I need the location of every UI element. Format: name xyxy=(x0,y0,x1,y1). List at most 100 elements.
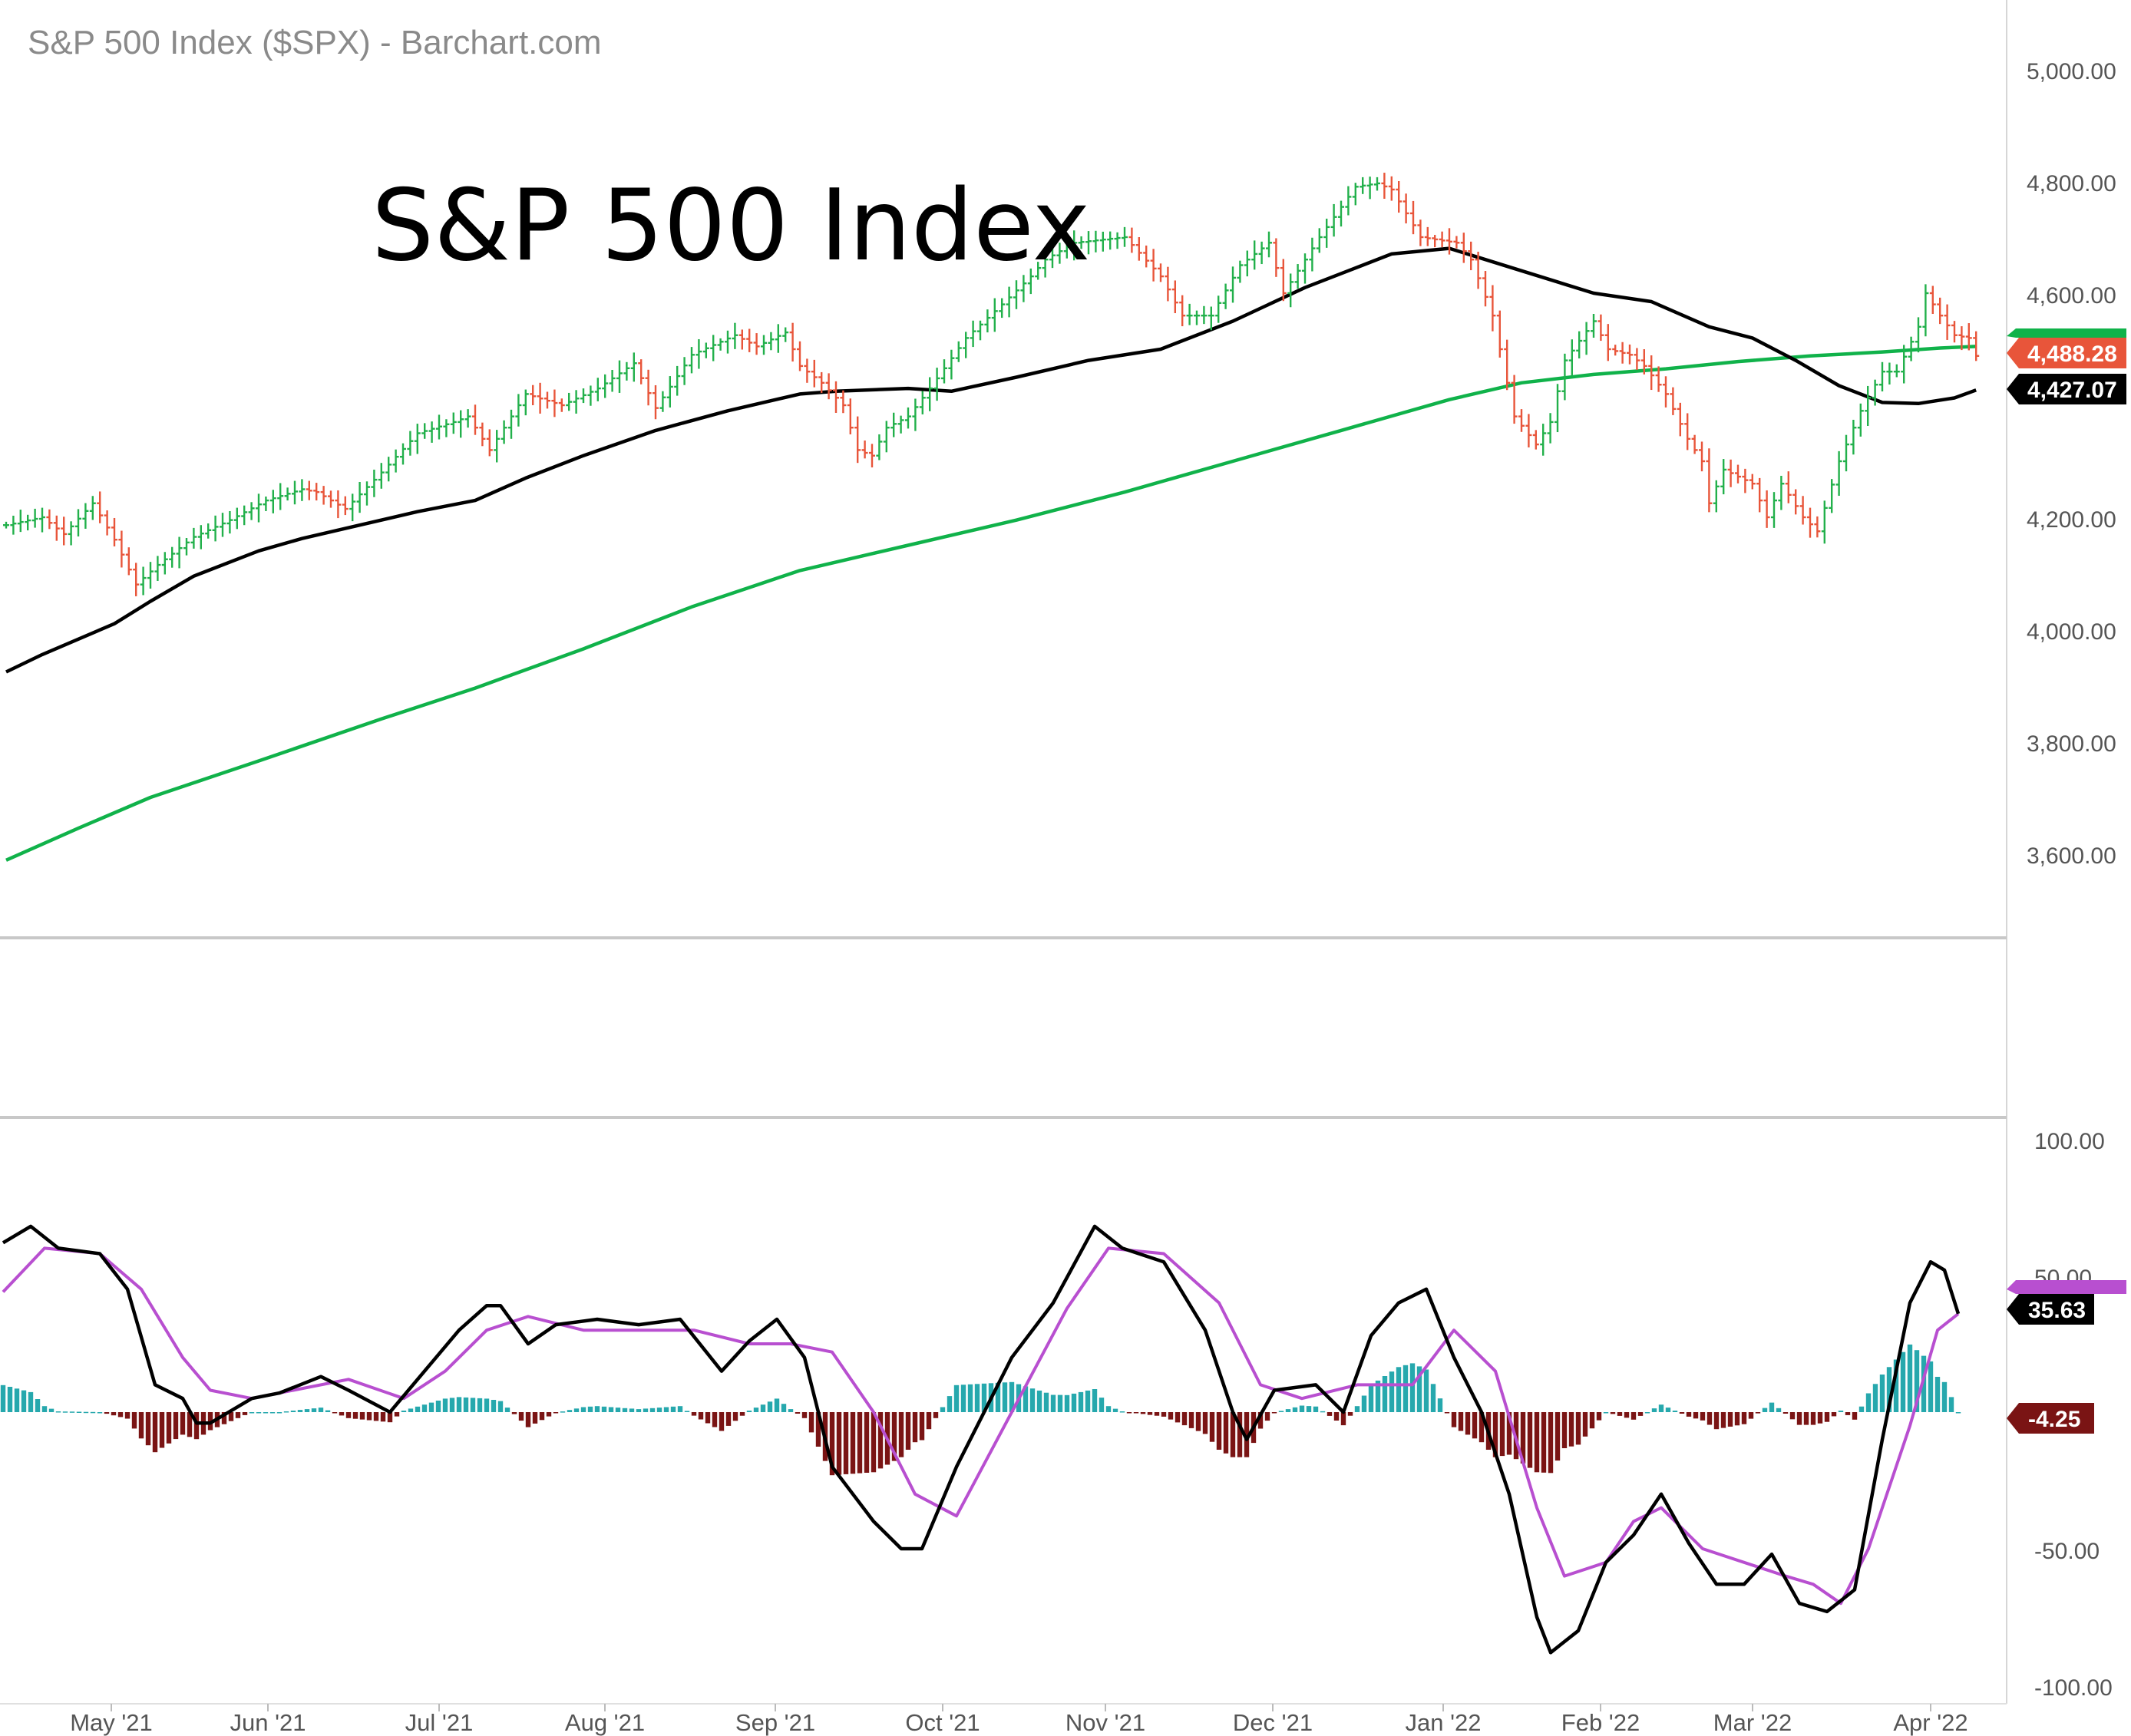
ohlc-bar xyxy=(1171,280,1178,314)
ohlc-bar xyxy=(313,483,320,501)
ohlc-bar xyxy=(1561,353,1568,401)
ohlc-bar xyxy=(1063,239,1070,259)
histogram-bar xyxy=(1278,1411,1284,1412)
histogram-bar xyxy=(311,1408,317,1412)
ohlc-bar xyxy=(1699,441,1705,472)
ohlc-bar xyxy=(1042,253,1049,278)
ohlc-bar xyxy=(890,412,897,437)
ohlc-bar xyxy=(1771,492,1777,528)
ohlc-bar xyxy=(176,536,183,569)
ohlc-bar xyxy=(1742,468,1749,493)
source-title: S&P 500 Index ($SPX) - Barchart.com xyxy=(28,24,602,61)
histogram-bar xyxy=(1209,1412,1215,1442)
ohlc-bar xyxy=(400,443,406,465)
ohlc-bar xyxy=(825,373,832,400)
ohlc-bar xyxy=(630,352,637,382)
ohlc-bar xyxy=(912,398,919,431)
price-y-tick-label: 4,000.00 xyxy=(2027,619,2116,645)
ohlc-bar xyxy=(515,394,522,427)
histogram-bar xyxy=(1651,1408,1657,1412)
ohlc-bar xyxy=(1374,177,1380,191)
ohlc-bar xyxy=(653,384,659,420)
osc-tag-label: 35.63 xyxy=(2028,1298,2086,1323)
histogram-bar xyxy=(318,1408,324,1412)
ma-short-line xyxy=(5,246,1977,674)
ohlc-bar xyxy=(609,370,616,392)
histogram-bar xyxy=(187,1412,193,1437)
osc-slow-value-marker xyxy=(2007,1280,2126,1294)
histogram-bar xyxy=(1340,1412,1346,1426)
ohlc-bar xyxy=(436,414,442,440)
ohlc-bar xyxy=(1114,232,1121,249)
histogram-bar xyxy=(698,1412,704,1420)
ohlc-bar xyxy=(927,377,933,411)
ohlc-bar xyxy=(1244,250,1251,277)
histogram-bar xyxy=(1706,1412,1713,1425)
ohlc-bar xyxy=(1634,348,1640,371)
histogram-bar xyxy=(1879,1375,1885,1412)
ohlc-bar xyxy=(472,404,478,435)
histogram-bar xyxy=(69,1411,75,1413)
osc-tag-background xyxy=(2007,1294,2094,1325)
ohlc-bar xyxy=(407,431,414,456)
histogram-bar xyxy=(173,1412,179,1440)
histogram-bar xyxy=(1105,1406,1112,1412)
ohlc-bar xyxy=(1092,230,1099,252)
histogram-bar xyxy=(1361,1395,1367,1412)
ohlc-bar xyxy=(241,505,248,526)
ohlc-bar xyxy=(1186,303,1193,325)
histogram-bar xyxy=(926,1412,932,1430)
histogram-bar xyxy=(560,1411,566,1413)
x-axis-tick-label: May '21 xyxy=(70,1709,153,1736)
ohlc-bar xyxy=(508,409,514,439)
histogram-bar xyxy=(1354,1406,1360,1412)
histogram-bar xyxy=(1313,1406,1319,1412)
histogram-bar xyxy=(1264,1412,1270,1421)
histogram-bar xyxy=(1223,1412,1229,1454)
ohlc-bar xyxy=(292,480,298,505)
histogram-bar xyxy=(940,1407,946,1412)
ohlc-bar xyxy=(1965,323,1972,351)
ohlc-bar xyxy=(1020,275,1027,302)
histogram-bar xyxy=(1271,1412,1277,1414)
ohlc-bar xyxy=(1597,314,1604,342)
ohlc-bar xyxy=(277,483,284,510)
ohlc-bar xyxy=(775,324,781,353)
histogram-bar xyxy=(1541,1412,1547,1473)
histogram-bar xyxy=(1782,1412,1789,1414)
ohlc-bar xyxy=(1554,384,1561,433)
ohlc-bar xyxy=(522,389,529,416)
histogram-bar xyxy=(1472,1412,1478,1439)
axes: 5,000.00 4,800.00 4,600.00 4,200.00 4,000.00… xyxy=(70,59,2126,1736)
histogram-bar xyxy=(629,1408,635,1412)
histogram-bar xyxy=(470,1398,476,1412)
ohlc-bar xyxy=(111,517,117,546)
histogram-bar xyxy=(553,1412,559,1414)
histogram-bar xyxy=(947,1396,953,1412)
ohlc-bar xyxy=(717,338,724,351)
ohlc-bar xyxy=(335,490,342,519)
ohlc-bar xyxy=(46,509,53,530)
ohlc-bar xyxy=(1648,355,1655,391)
histogram-bar xyxy=(1154,1412,1160,1416)
histogram-bar xyxy=(1637,1412,1644,1416)
histogram-bar xyxy=(781,1404,787,1412)
ohlc-bar xyxy=(897,415,904,434)
histogram-bar xyxy=(1914,1350,1920,1412)
histogram-bar xyxy=(1630,1412,1637,1420)
ohlc-bar xyxy=(248,502,255,520)
ohlc-bar xyxy=(702,342,709,358)
histogram-bar xyxy=(967,1384,973,1412)
histogram-bar xyxy=(145,1412,151,1446)
ohlc-bar xyxy=(1568,339,1575,376)
histogram-bar xyxy=(960,1385,966,1412)
x-axis-tick-label: Jul '21 xyxy=(405,1709,474,1736)
histogram-bar xyxy=(263,1412,269,1414)
ohlc-bar xyxy=(1835,451,1842,497)
histogram-bar xyxy=(373,1412,379,1421)
histogram-bar xyxy=(1713,1412,1720,1430)
ohlc-bar xyxy=(75,509,81,537)
ohlc-bar xyxy=(233,507,240,530)
